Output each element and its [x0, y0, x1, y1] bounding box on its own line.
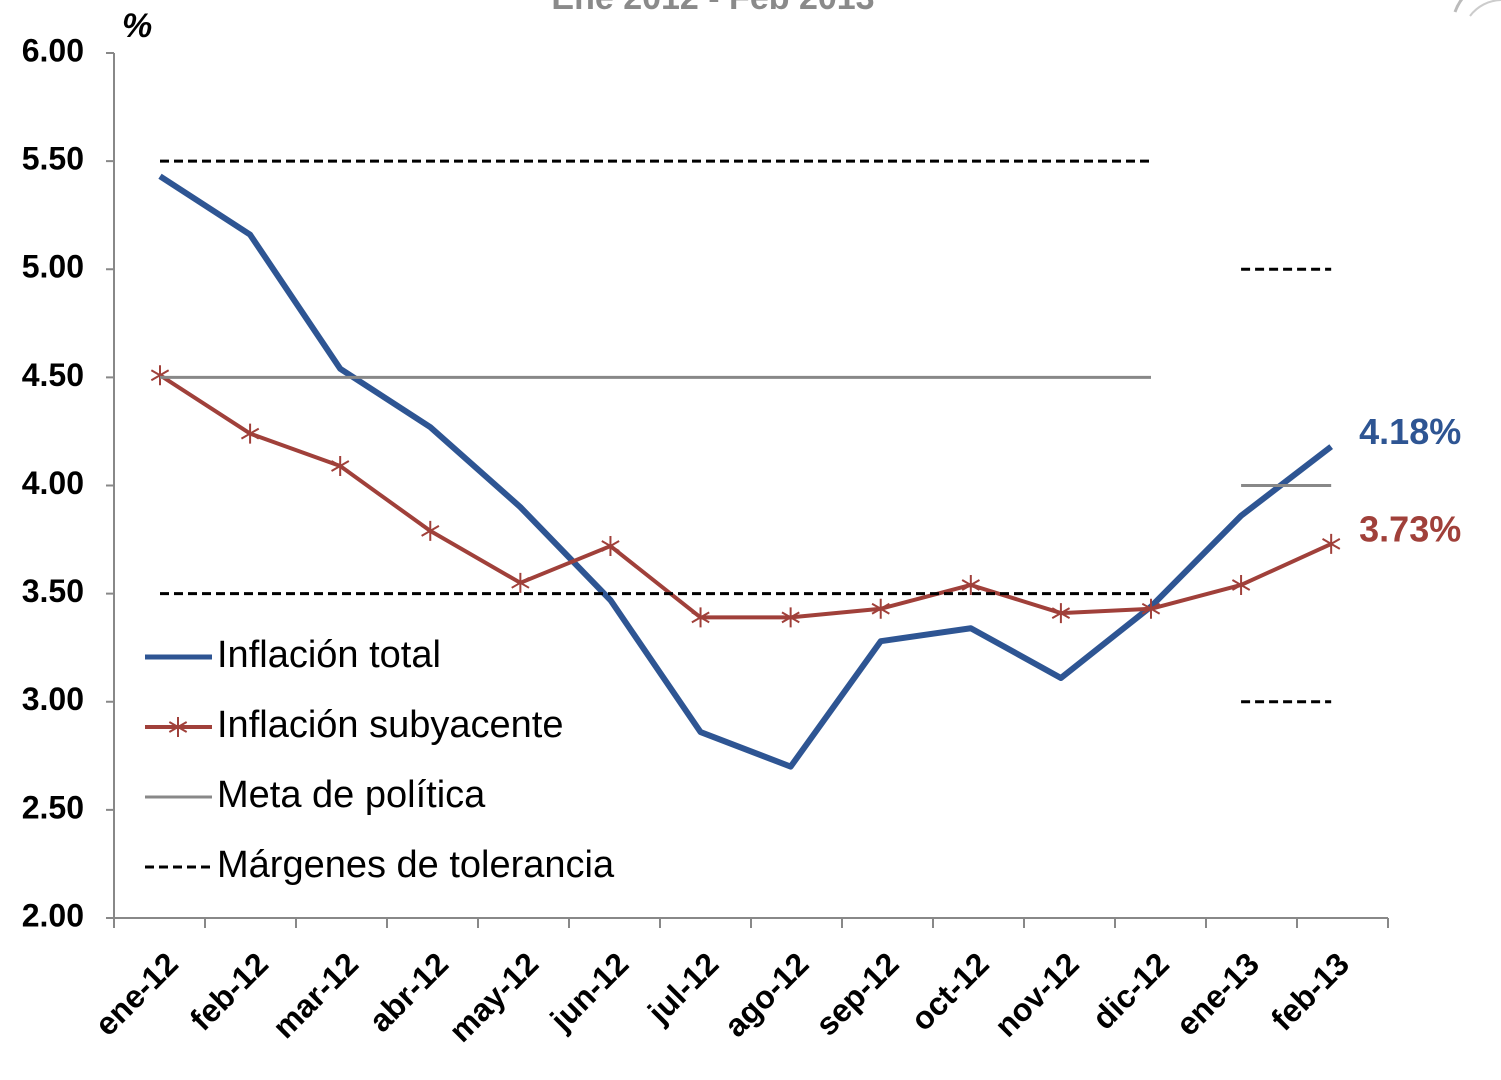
- x-tick-label: abr-12: [362, 945, 455, 1038]
- x-tick-label: oct-12: [904, 945, 996, 1037]
- y-tick-label: 4.50: [22, 357, 84, 393]
- legend-label: Inflación subyacente: [217, 704, 563, 746]
- legend-label: Meta de política: [217, 774, 486, 816]
- x-tick-label: ene-13: [1169, 945, 1266, 1042]
- marker: [871, 598, 890, 619]
- marker: [1322, 533, 1341, 554]
- data-label: 3.73%: [1359, 508, 1461, 549]
- marker: [961, 574, 980, 595]
- marker: [781, 607, 800, 628]
- x-tick-label: feb-13: [1264, 945, 1356, 1037]
- marker: [511, 572, 530, 593]
- y-tick-label: 6.00: [22, 32, 84, 68]
- legend-label: Márgenes de tolerancia: [217, 844, 615, 886]
- x-tick-label: may-12: [442, 945, 545, 1048]
- marker: [1141, 598, 1161, 619]
- legend-label: Inflación total: [217, 634, 441, 676]
- x-tick-label: jul-12: [640, 945, 725, 1030]
- y-tick-label: 2.00: [22, 897, 84, 933]
- x-tick-label: mar-12: [265, 945, 365, 1045]
- marker: [691, 607, 710, 628]
- data-label: 4.18%: [1359, 411, 1461, 452]
- y-tick-label: 3.50: [22, 573, 84, 609]
- marker: [1051, 603, 1071, 624]
- y-tick-label: 4.00: [22, 465, 84, 501]
- marker: [240, 423, 260, 444]
- marker: [421, 520, 440, 541]
- y-axis-label: %: [122, 7, 152, 45]
- x-tick-label: ago-12: [717, 945, 815, 1043]
- marker: [601, 536, 620, 557]
- y-tick-label: 3.00: [22, 681, 84, 717]
- y-tick-label: 5.00: [22, 249, 84, 285]
- x-tick-label: nov-12: [987, 945, 1085, 1043]
- x-tick-label: dic-12: [1085, 945, 1176, 1036]
- series-line: [158, 173, 1333, 770]
- marker: [168, 717, 188, 737]
- logo-fragment: [1469, 0, 1501, 17]
- chart-subtitle: Ene 2012 - Feb 2013: [551, 0, 874, 17]
- logo-fragment: [1453, 0, 1464, 13]
- marker: [150, 365, 170, 386]
- x-tick-label: feb-12: [183, 945, 275, 1037]
- marker: [1231, 574, 1251, 595]
- marker: [331, 456, 350, 477]
- x-tick-label: ene-12: [88, 945, 185, 1042]
- x-tick-label: sep-12: [808, 945, 905, 1042]
- series-line: [158, 373, 1332, 620]
- x-tick-label: jun-12: [543, 945, 636, 1038]
- y-tick-label: 2.50: [22, 789, 84, 825]
- y-tick-label: 5.50: [22, 141, 84, 177]
